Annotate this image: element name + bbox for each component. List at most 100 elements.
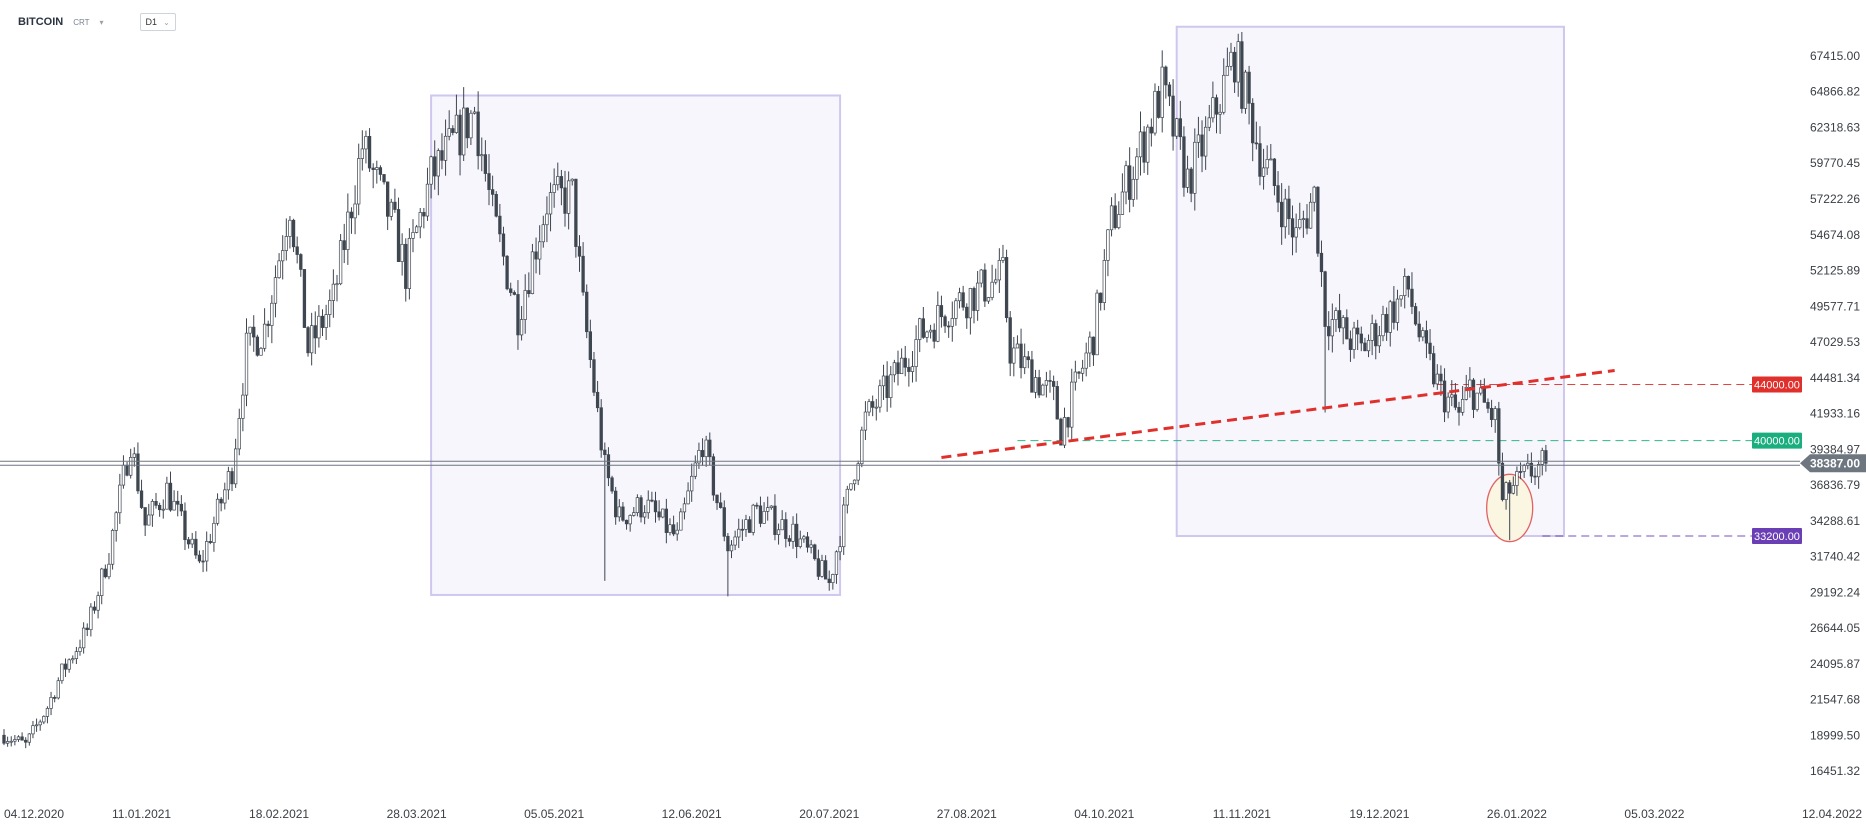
candle-body [331, 283, 336, 301]
symbol-dropdown-icon[interactable]: ▾ [99, 17, 104, 27]
candle-body [519, 319, 524, 336]
candle-body [483, 154, 488, 174]
candle-body [273, 277, 278, 304]
candle-body [617, 506, 621, 518]
candle-body [81, 627, 86, 649]
candle-body [943, 316, 947, 327]
candle-body [129, 457, 133, 476]
candle-body [190, 538, 194, 545]
candle-body [595, 391, 600, 409]
candle-body [266, 323, 270, 326]
candle-body [621, 506, 625, 521]
candle-body [1366, 340, 1371, 352]
candle-body [928, 329, 933, 333]
candle-body [183, 510, 187, 541]
candle-body [205, 541, 209, 562]
candle-body [849, 483, 853, 490]
candle-body [1059, 418, 1063, 446]
candle-body [512, 292, 516, 295]
candle-body [823, 560, 828, 580]
y-tick-label: 49577.71 [1810, 299, 1860, 313]
candle-body [1486, 402, 1490, 409]
candle-body [932, 329, 936, 342]
candle-body [317, 315, 321, 339]
chart-toolbar: BITCOIN CRT ▾ D1 ⌄ [18, 12, 176, 32]
candle-body [787, 538, 792, 542]
candle-body [100, 568, 104, 596]
candle-body [277, 260, 281, 278]
candle-body [433, 156, 437, 177]
candle-body [632, 512, 636, 516]
candle-body [856, 463, 860, 481]
x-tick-label: 05.05.2021 [524, 807, 584, 821]
candle-body [16, 736, 21, 740]
candle-body [1432, 353, 1436, 385]
candle-body [1229, 51, 1233, 67]
candle-body [704, 439, 708, 458]
candle-body [1258, 143, 1262, 177]
candle-body [1153, 90, 1157, 134]
candle-body [291, 219, 296, 248]
candle-body [1051, 381, 1056, 387]
candle-body [910, 366, 915, 372]
candle-body [552, 184, 556, 193]
candle-body [1200, 134, 1204, 157]
candle-body [1450, 394, 1454, 398]
candle-body [1236, 41, 1240, 83]
candle-body [284, 236, 288, 251]
candle-body [1088, 336, 1092, 354]
candle-body [541, 224, 545, 243]
candle-body [469, 112, 473, 139]
candle-body [671, 524, 676, 535]
x-tick-label: 11.11.2021 [1213, 807, 1272, 821]
candle-body [422, 212, 426, 217]
candle-body [378, 167, 383, 175]
candle-body [1175, 118, 1179, 137]
x-tick-label: 18.02.2021 [249, 807, 309, 821]
x-tick-label: 20.07.2021 [799, 807, 859, 821]
candle-body [1345, 317, 1349, 340]
candle-body [769, 505, 773, 508]
candle-body [603, 449, 607, 456]
candle-body [1417, 323, 1421, 338]
candle-body [1160, 66, 1164, 118]
candle-body [255, 336, 260, 356]
candle-body [1218, 111, 1222, 115]
interval-select[interactable]: D1 ⌄ [139, 13, 176, 31]
candle-body [954, 300, 958, 319]
candle-body [1269, 158, 1273, 161]
symbol-name[interactable]: BITCOIN [18, 16, 64, 28]
candle-body [642, 512, 647, 518]
candle-body [1406, 275, 1410, 290]
candle-body [320, 315, 325, 328]
candle-body [592, 359, 596, 393]
candle-body [682, 503, 687, 513]
candle-body [1164, 66, 1168, 86]
candle-body [831, 574, 835, 584]
candle-body [147, 514, 151, 526]
candle-body [1149, 126, 1154, 134]
candle-body [186, 539, 191, 545]
candle-body [262, 323, 267, 349]
candle-body [903, 357, 907, 368]
candle-body [1225, 65, 1230, 76]
candle-body [53, 697, 57, 699]
candle-body [1294, 227, 1298, 238]
candle-body [1504, 482, 1508, 500]
candle-body [1251, 102, 1255, 144]
candle-body [1475, 392, 1479, 410]
candle-body [24, 739, 28, 743]
candle-body [556, 176, 560, 186]
candle-body [899, 357, 904, 375]
candle-body [241, 394, 245, 419]
candle-body [414, 226, 419, 233]
candle-body [892, 362, 897, 376]
candle-body [34, 724, 39, 727]
candle-body [1522, 465, 1526, 472]
candle-body [1479, 387, 1483, 394]
candle-body [559, 176, 564, 189]
candle-body [1109, 205, 1114, 231]
candle-body [802, 536, 806, 540]
candle-body [1127, 165, 1132, 200]
